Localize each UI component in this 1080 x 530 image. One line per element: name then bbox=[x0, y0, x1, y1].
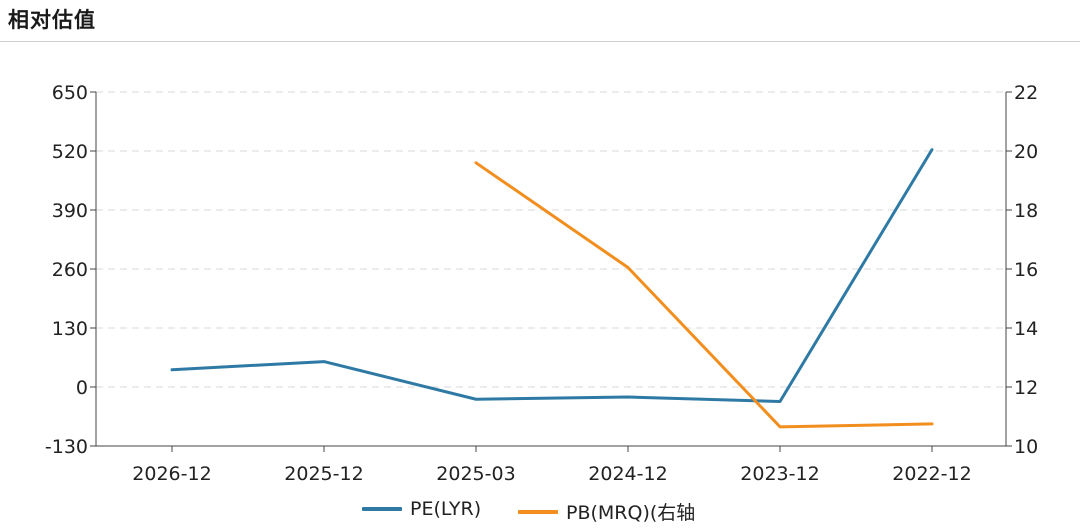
series-line-pb bbox=[474, 161, 934, 429]
legend-swatch-pe bbox=[362, 507, 402, 511]
y-right-tick-label: 22 bbox=[1014, 82, 1038, 104]
y-left-tick-label: 260 bbox=[52, 259, 88, 281]
legend-item-pb[interactable]: PB(MRQ)(右轴 bbox=[518, 498, 695, 525]
valuation-chart: 650 520 390 260 130 0 -130 22 20 18 16 14 12 10 2026-1… bbox=[45, 82, 1038, 485]
y-right-tick-label: 18 bbox=[1014, 200, 1038, 222]
x-tick-label: 2023-12 bbox=[740, 463, 819, 485]
legend-item-pe[interactable]: PE(LYR) bbox=[362, 498, 481, 520]
y-left-tick-label: 520 bbox=[52, 141, 88, 163]
y-left-tick-label: 0 bbox=[76, 377, 88, 399]
x-tick-label: 2026-12 bbox=[132, 463, 211, 485]
y-right-tick-label: 14 bbox=[1014, 318, 1038, 340]
y-right-tick-label: 10 bbox=[1014, 436, 1038, 458]
chart-legend: PE(LYR) PB(MRQ)(右轴 bbox=[0, 498, 1080, 528]
x-tick-label: 2024-12 bbox=[588, 463, 667, 485]
x-tick-label: 2025-12 bbox=[284, 463, 363, 485]
series-line-pe bbox=[170, 148, 934, 404]
y-left-tick-label: 650 bbox=[52, 82, 88, 104]
legend-label-pe: PE(LYR) bbox=[410, 498, 482, 520]
y-right-tick-label: 16 bbox=[1014, 259, 1038, 281]
y-right-tick-label: 20 bbox=[1014, 141, 1038, 163]
legend-label-pb: PB(MRQ)(右轴 bbox=[566, 502, 696, 524]
y-right-tick-label: 12 bbox=[1014, 377, 1038, 399]
y-left-tick-label: -130 bbox=[45, 436, 88, 458]
page-title: 相对估值 bbox=[8, 8, 96, 32]
legend-swatch-pb bbox=[518, 509, 558, 514]
y-left-tick-label: 390 bbox=[52, 200, 88, 222]
page-header: 相对估值 bbox=[0, 0, 1080, 42]
x-tick-label: 2022-12 bbox=[892, 463, 971, 485]
y-left-tick-label: 130 bbox=[52, 318, 88, 340]
x-tick-label: 2025-03 bbox=[436, 463, 515, 485]
